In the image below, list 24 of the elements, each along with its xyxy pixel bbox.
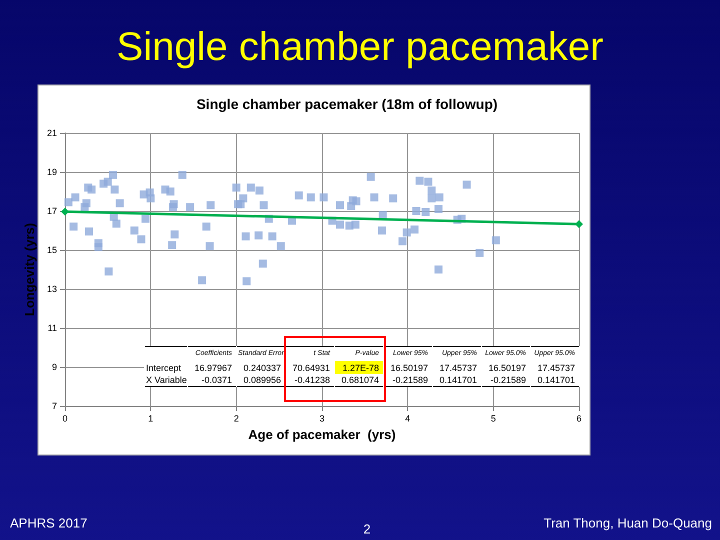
x-tick-label: 2 <box>234 414 239 424</box>
chart-title: Single chamber pacemaker <box>116 25 604 69</box>
y-tick-label: 7 <box>52 401 57 411</box>
text: X Variable -0.0371 0.089956 -0.41238 0.681074 -0.21589 0.141701 -0.21589 0.141701 <box>146 375 575 385</box>
x-tick-label: 5 <box>490 414 496 424</box>
y-tick-label: 21 <box>46 128 57 138</box>
text: Intercept 16.97967 0.240337 70.64931 1.27E-78 16.50197 17.45737 16.50197 17.45737 <box>146 362 575 372</box>
y-tick-label: 15 <box>46 245 57 255</box>
text: Tran Thong, Huan Do-Quang <box>544 516 712 530</box>
x-axis-title: Age of pacemaker (yrs) <box>248 427 396 442</box>
y-tick-label: 19 <box>46 167 57 177</box>
x-tick-label: 1 <box>148 414 154 424</box>
y-tick-label: 9 <box>52 362 57 372</box>
x-tick-label: 6 <box>576 414 582 424</box>
x-tick-label: 3 <box>319 414 325 424</box>
y-tick-label: 13 <box>46 284 57 294</box>
y-tick-label: 17 <box>46 206 57 216</box>
chart-subtitle: Single chamber pacemaker (18m of followup) <box>196 96 498 112</box>
text: 2 <box>363 522 371 536</box>
y-axis-title: Longevity (yrs) <box>22 222 38 316</box>
text: APHRS 2017 <box>10 516 88 530</box>
x-tick-label: 0 <box>62 414 68 424</box>
y-tick-label: 11 <box>48 323 57 333</box>
x-tick-label: 4 <box>405 414 410 424</box>
